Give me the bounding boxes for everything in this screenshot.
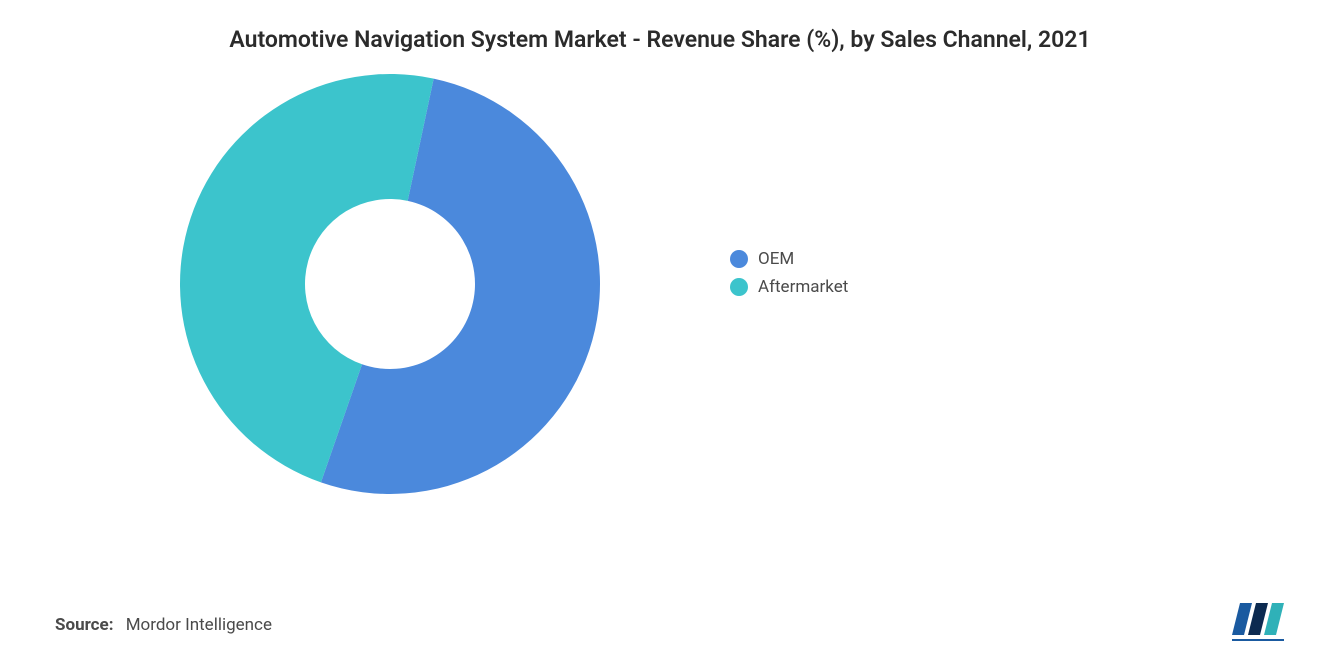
legend-marker-icon	[730, 250, 748, 268]
source-prefix: Source:	[55, 615, 113, 635]
legend-marker-icon	[730, 278, 748, 296]
legend-item-aftermarket: Aftermarket	[730, 277, 848, 297]
chart-container: Automotive Navigation System Market - Re…	[0, 0, 1320, 665]
chart-body: OEM Aftermarket	[0, 64, 1320, 544]
legend-label: OEM	[758, 249, 794, 269]
legend: OEM Aftermarket	[730, 249, 848, 305]
legend-item-oem: OEM	[730, 249, 848, 269]
donut-chart	[180, 74, 600, 494]
chart-title: Automotive Navigation System Market - Re…	[0, 0, 1320, 56]
source-name: Mordor Intelligence	[126, 615, 272, 635]
mordor-logo-icon	[1230, 601, 1290, 643]
legend-label: Aftermarket	[758, 277, 848, 297]
source-attribution: Source: Mordor Intelligence	[55, 615, 272, 635]
